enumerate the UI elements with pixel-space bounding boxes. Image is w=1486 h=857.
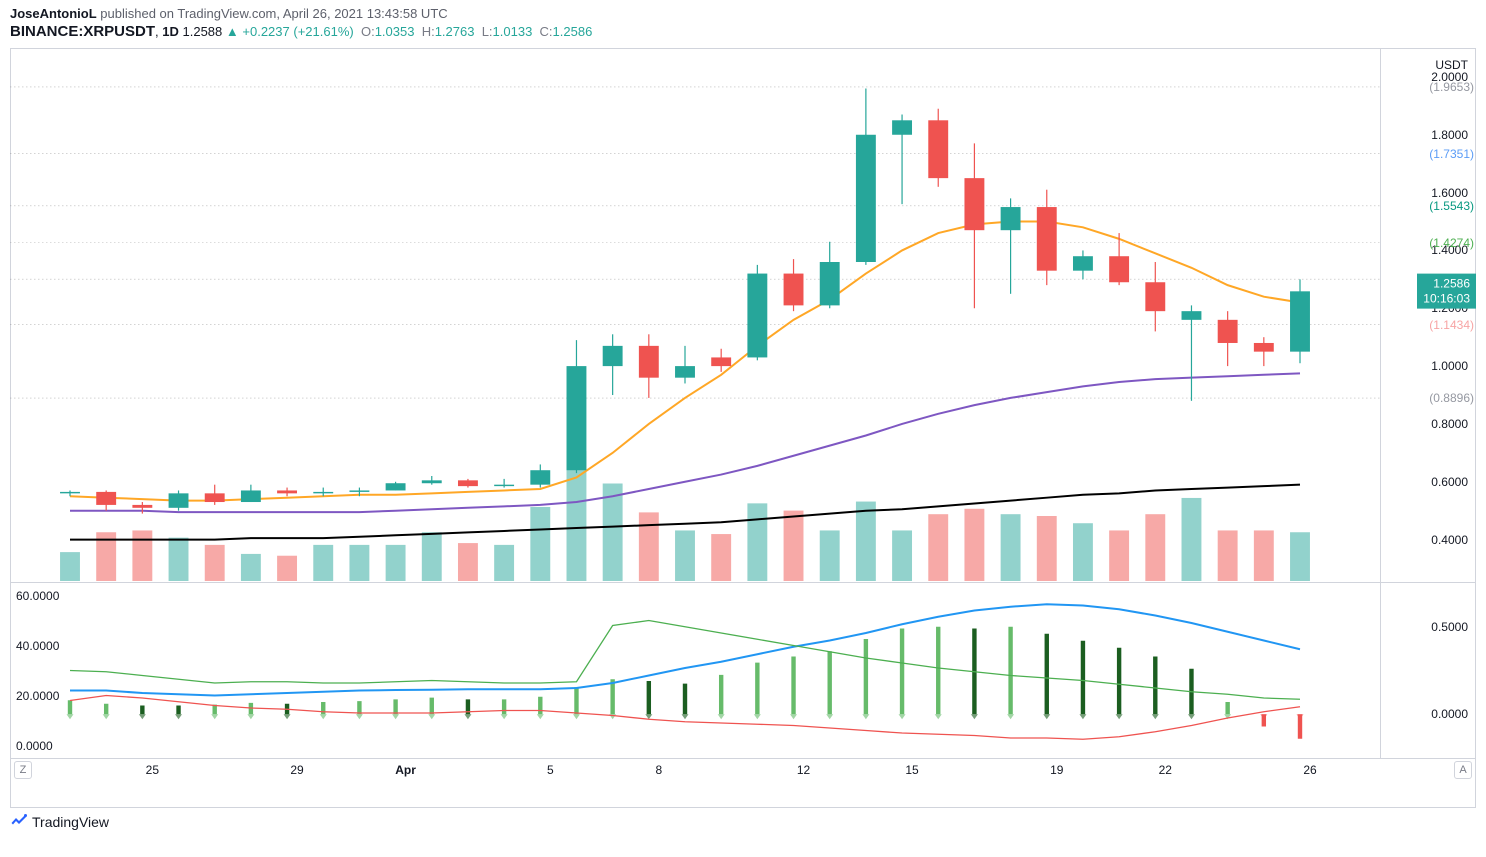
xtick: Apr	[395, 763, 416, 777]
indicator-pane[interactable]: 0.0000 20.0000 40.0000 60.0000	[10, 583, 1380, 758]
current-price-badge: 1.258610:16:03	[1417, 274, 1476, 309]
interval: 1D	[162, 24, 179, 39]
author: JoseAntonioL	[10, 6, 97, 21]
change-abs: +0.2237	[242, 24, 289, 39]
ref-price-label: (1.1434)	[1429, 318, 1474, 332]
ohlc-open: 1.0353	[375, 24, 415, 39]
xtick: 15	[905, 763, 918, 777]
chart-header: JoseAntonioL published on TradingView.co…	[0, 0, 1486, 48]
xtick: 22	[1159, 763, 1172, 777]
ref-price-label: (1.4274)	[1429, 236, 1474, 250]
xtick: 5	[547, 763, 554, 777]
main-price-pane[interactable]	[10, 48, 1380, 583]
ref-price-label: (0.8896)	[1429, 391, 1474, 405]
publish-info: JoseAntonioL published on TradingView.co…	[10, 6, 1476, 21]
change-pct: (+21.61%)	[293, 24, 353, 39]
ytick-left: 60.0000	[16, 589, 59, 603]
ohlc-close: 1.2586	[553, 24, 593, 39]
xtick: 8	[655, 763, 662, 777]
ref-price-label: (1.7351)	[1429, 147, 1474, 161]
xtick: 19	[1050, 763, 1063, 777]
xtick: 12	[797, 763, 810, 777]
direction-icon: ▲	[226, 24, 239, 39]
tradingview-logo[interactable]: TradingView	[10, 813, 109, 831]
symbol-info: BINANCE:XRPUSDT, 1D 1.2588 ▲ +0.2237 (+2…	[10, 23, 1476, 40]
ytick-left: 20.0000	[16, 689, 59, 703]
xtick: 26	[1303, 763, 1316, 777]
ytick-left: 0.0000	[16, 739, 53, 753]
ref-price-label: (1.9653)	[1429, 80, 1474, 94]
ytick: 0.6000	[1431, 475, 1468, 489]
ytick: 1.8000	[1431, 128, 1468, 142]
yaxis-sub[interactable]: 0.0000 0.5000	[1380, 583, 1476, 758]
ohlc-high: 1.2763	[435, 24, 475, 39]
autoscale-button[interactable]: A	[1454, 761, 1472, 779]
ytick: 0.8000	[1431, 417, 1468, 431]
yaxis-main[interactable]: USDT 0.40000.60000.80001.00001.20001.400…	[1380, 48, 1476, 583]
ytick-left: 40.0000	[16, 639, 59, 653]
xtick: 25	[146, 763, 159, 777]
ytick: 0.5000	[1431, 620, 1468, 634]
xtick: 29	[290, 763, 303, 777]
ytick: 1.0000	[1431, 359, 1468, 373]
tradingview-logo-icon	[10, 813, 28, 831]
xaxis[interactable]: Z 25 29 Apr 5 8 12 15 19 22 26 A	[10, 758, 1476, 782]
timezone-button[interactable]: Z	[14, 761, 32, 779]
ytick: 1.6000	[1431, 186, 1468, 200]
last-price: 1.2588	[183, 24, 223, 39]
ohlc-low: 1.0133	[493, 24, 533, 39]
ytick: 0.4000	[1431, 533, 1468, 547]
symbol: BINANCE:XRPUSDT	[10, 23, 155, 40]
ytick: 0.0000	[1431, 707, 1468, 721]
ref-price-label: (1.5543)	[1429, 199, 1474, 213]
